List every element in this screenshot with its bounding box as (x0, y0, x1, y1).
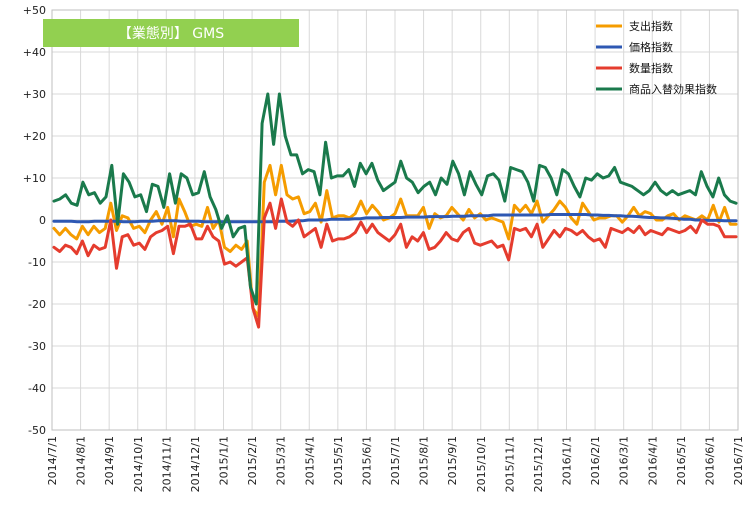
x-axis: 2014/7/1 2014/8/1 2014/9/1 2014/10/1 2014/11… (46, 436, 744, 492)
legend-label-2: 数量指数 (629, 61, 673, 75)
chart-title-box: 【業態別】 GMS (43, 19, 299, 47)
x-tick-label: 2016/6/1 (703, 436, 716, 485)
x-tick-label: 2015/12/1 (532, 436, 545, 492)
x-tick-label: 2014/7/1 (46, 436, 59, 485)
x-tick-label: 2015/11/1 (503, 436, 516, 492)
y-tick-label: +20 (23, 130, 46, 143)
y-tick-label: +10 (23, 172, 46, 185)
x-tick-label: 2014/11/1 (160, 436, 173, 492)
x-tick-label: 2015/4/1 (303, 436, 316, 485)
y-tick-label: +50 (23, 4, 46, 17)
plot-border (51, 9, 739, 431)
series-line-0 (52, 163, 738, 319)
x-tick-label: 2014/10/1 (132, 436, 145, 492)
x-tick-label: 2016/4/1 (646, 436, 659, 485)
x-tick-label: 2015/5/1 (332, 436, 345, 485)
x-tick-label: 2014/12/1 (189, 436, 202, 492)
x-tick-label: 2016/3/1 (618, 436, 631, 485)
y-tick-label: 0 (39, 214, 46, 227)
y-tick-label: -20 (28, 298, 46, 311)
y-tick-label: +30 (23, 88, 46, 101)
x-tick-label: 2015/1/1 (218, 436, 231, 485)
series-layer (52, 92, 738, 329)
chart-title: 【業態別】 GMS (118, 26, 224, 42)
series-line-1 (52, 213, 738, 224)
legend-label-3: 商品入替効果指数 (629, 82, 717, 96)
legend-label-0: 支出指数 (629, 19, 673, 33)
y-tick-label: -40 (28, 382, 46, 395)
y-tick-label: +40 (23, 46, 46, 59)
x-tick-label: 2016/2/1 (589, 436, 602, 485)
x-tick-label: 2014/8/1 (75, 436, 88, 485)
x-tick-label: 2016/1/1 (561, 436, 574, 485)
x-tick-label: 2015/6/1 (360, 436, 373, 485)
x-tick-label: 2015/3/1 (275, 436, 288, 485)
x-tick-label: 2015/2/1 (246, 436, 259, 485)
series-line-2 (52, 197, 738, 329)
y-tick-label: -30 (28, 340, 46, 353)
x-tick-label: 2016/7/1 (732, 436, 744, 485)
x-tick-label: 2015/8/1 (418, 436, 431, 485)
legend-label-1: 価格指数 (629, 40, 673, 54)
x-tick-label: 2015/9/1 (446, 436, 459, 485)
y-tick-label: -50 (28, 424, 46, 437)
x-tick-label: 2016/5/1 (675, 436, 688, 485)
y-tick-label: -10 (28, 256, 46, 269)
series-line-3 (52, 92, 738, 306)
y-axis: +50 +40 +30 +20 +10 0 -10 -20 -30 -40 -50 (23, 4, 46, 437)
x-tick-label: 2015/7/1 (389, 436, 402, 485)
x-tick-label: 2015/10/1 (475, 436, 488, 492)
chart-title-background (43, 19, 299, 47)
x-tick-label: 2014/9/1 (103, 436, 116, 485)
